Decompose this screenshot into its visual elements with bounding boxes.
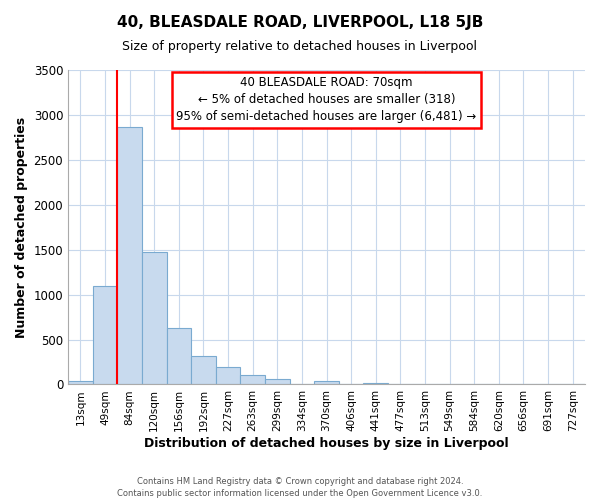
Bar [216, 368, 241, 384]
Text: 40 BLEASDALE ROAD: 70sqm
← 5% of detached houses are smaller (318)
95% of semi-d: 40 BLEASDALE ROAD: 70sqm ← 5% of detache… [176, 76, 476, 124]
Text: Contains HM Land Registry data © Crown copyright and database right 2024.
Contai: Contains HM Land Registry data © Crown c… [118, 476, 482, 498]
Bar [68, 381, 92, 384]
X-axis label: Distribution of detached houses by size in Liverpool: Distribution of detached houses by size … [144, 437, 509, 450]
Y-axis label: Number of detached properties: Number of detached properties [15, 116, 28, 338]
Bar [117, 126, 142, 384]
Text: 40, BLEASDALE ROAD, LIVERPOOL, L18 5JB: 40, BLEASDALE ROAD, LIVERPOOL, L18 5JB [117, 15, 483, 30]
Bar [314, 381, 339, 384]
Bar [92, 286, 117, 384]
Bar [241, 376, 265, 384]
Bar [142, 252, 167, 384]
Bar [191, 356, 216, 384]
Bar [265, 379, 290, 384]
Bar [167, 328, 191, 384]
Text: Size of property relative to detached houses in Liverpool: Size of property relative to detached ho… [122, 40, 478, 53]
Bar [364, 382, 388, 384]
